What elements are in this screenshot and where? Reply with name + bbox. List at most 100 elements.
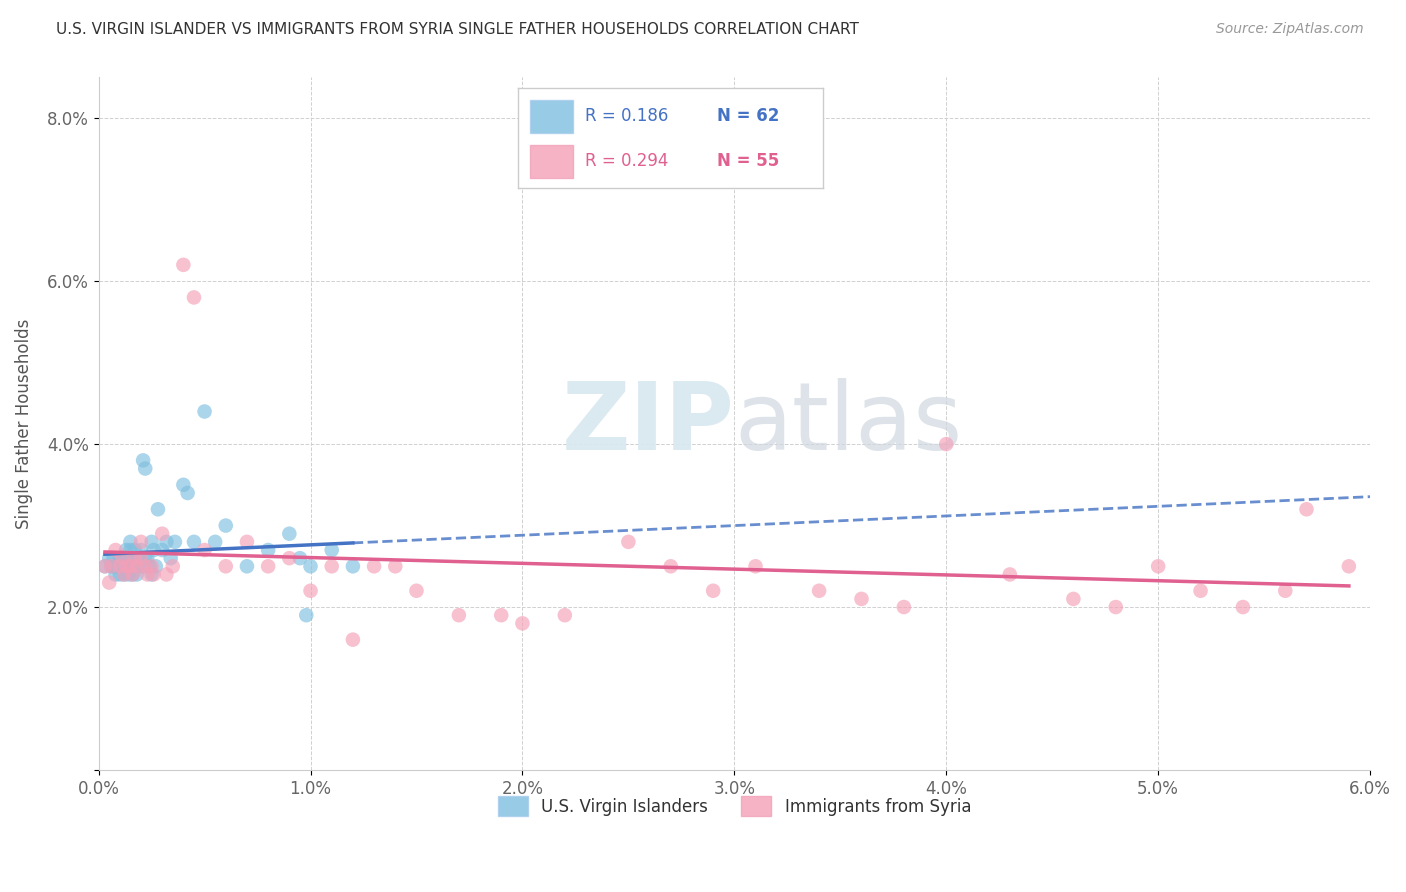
Point xyxy=(120,543,142,558)
Text: atlas: atlas xyxy=(734,377,963,470)
Point xyxy=(103,559,125,574)
Point xyxy=(112,567,135,582)
Point xyxy=(1105,600,1128,615)
Point xyxy=(100,559,122,574)
Point xyxy=(288,551,311,566)
Point xyxy=(321,543,343,558)
Point xyxy=(124,543,146,558)
Y-axis label: Single Father Households: Single Father Households xyxy=(15,318,32,529)
Point xyxy=(98,575,121,590)
Point xyxy=(111,551,134,566)
Text: U.S. VIRGIN ISLANDER VS IMMIGRANTS FROM SYRIA SINGLE FATHER HOUSEHOLDS CORRELATI: U.S. VIRGIN ISLANDER VS IMMIGRANTS FROM … xyxy=(56,22,859,37)
Point xyxy=(108,559,131,574)
Text: Source: ZipAtlas.com: Source: ZipAtlas.com xyxy=(1216,22,1364,37)
Point xyxy=(104,567,127,582)
Point xyxy=(342,559,364,574)
Point xyxy=(129,543,152,558)
Point xyxy=(1147,559,1170,574)
Point xyxy=(236,534,259,549)
Point xyxy=(115,559,138,574)
Point xyxy=(120,534,142,549)
Point xyxy=(659,559,682,574)
Point xyxy=(342,632,364,647)
Point xyxy=(998,567,1021,582)
Point xyxy=(155,567,177,582)
Point xyxy=(125,559,148,574)
Point xyxy=(134,461,156,475)
Point xyxy=(744,559,766,574)
Point xyxy=(1274,583,1296,598)
Point xyxy=(108,559,131,574)
Point xyxy=(108,559,131,574)
Point xyxy=(702,583,724,598)
Point xyxy=(257,543,280,558)
Point xyxy=(112,559,135,574)
Point xyxy=(134,559,156,574)
Point xyxy=(278,551,301,566)
Point xyxy=(142,567,165,582)
Point xyxy=(134,551,156,566)
Point xyxy=(145,559,167,574)
Point xyxy=(851,591,873,606)
Point xyxy=(103,551,125,566)
Point xyxy=(512,616,534,631)
Point xyxy=(125,567,148,582)
Point xyxy=(128,551,150,566)
Point xyxy=(98,551,121,566)
Point xyxy=(138,559,160,574)
Point xyxy=(162,559,184,574)
Point xyxy=(321,559,343,574)
Point xyxy=(111,559,134,574)
Point xyxy=(1295,502,1317,516)
Point xyxy=(115,543,138,558)
Point xyxy=(104,559,127,574)
Point xyxy=(257,559,280,574)
Point xyxy=(120,559,142,574)
Point xyxy=(141,567,163,582)
Point xyxy=(295,608,318,623)
Point xyxy=(124,551,146,566)
Point xyxy=(617,534,640,549)
Point xyxy=(112,567,135,582)
Point xyxy=(104,543,127,558)
Point xyxy=(554,608,576,623)
Point xyxy=(808,583,831,598)
Point xyxy=(111,551,134,566)
Point xyxy=(117,559,139,574)
Point xyxy=(193,543,215,558)
Point xyxy=(172,478,194,492)
Point xyxy=(142,543,165,558)
Point xyxy=(363,559,385,574)
Point xyxy=(132,453,155,467)
Point xyxy=(94,559,117,574)
Point xyxy=(183,290,205,304)
Point xyxy=(121,567,143,582)
Point xyxy=(132,559,155,574)
Point xyxy=(163,534,186,549)
Point xyxy=(100,559,122,574)
Point xyxy=(141,534,163,549)
Point xyxy=(172,258,194,272)
Point xyxy=(1189,583,1212,598)
Point xyxy=(121,559,143,574)
Point xyxy=(129,551,152,566)
Point xyxy=(136,567,159,582)
Point xyxy=(150,543,173,558)
Point xyxy=(447,608,470,623)
Point xyxy=(193,404,215,418)
Point xyxy=(893,600,915,615)
Point xyxy=(384,559,406,574)
Point xyxy=(489,608,512,623)
Point xyxy=(115,551,138,566)
Point xyxy=(129,534,152,549)
Point xyxy=(146,502,169,516)
Point xyxy=(183,534,205,549)
Point xyxy=(124,551,146,566)
Point xyxy=(108,567,131,582)
Point xyxy=(136,551,159,566)
Point xyxy=(107,559,129,574)
Point xyxy=(405,583,427,598)
Point xyxy=(121,567,143,582)
Point xyxy=(1337,559,1360,574)
Point xyxy=(150,526,173,541)
